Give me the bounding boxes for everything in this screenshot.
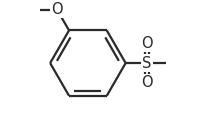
Text: S: S [142, 56, 152, 71]
Text: O: O [51, 2, 63, 17]
Text: O: O [141, 75, 153, 90]
Text: O: O [141, 36, 153, 51]
